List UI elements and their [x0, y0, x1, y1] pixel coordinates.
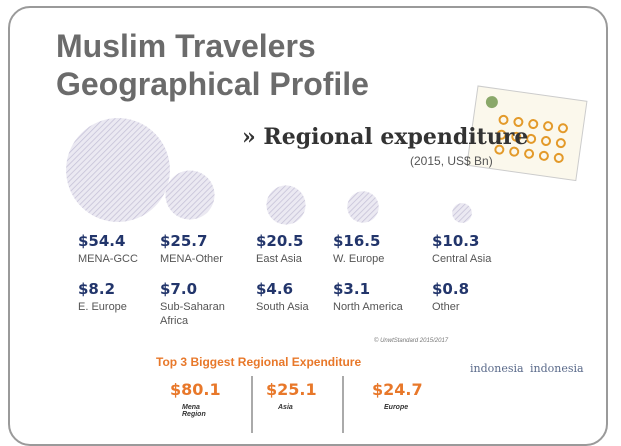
region-value: $8.2: [78, 280, 115, 298]
region-name: Other: [432, 300, 512, 314]
region-name: Central Asia: [432, 252, 512, 266]
region-name: W. Europe: [333, 252, 413, 266]
title-line: Muslim Travelers: [56, 28, 316, 65]
region-value: $0.8: [432, 280, 469, 298]
region-value: $3.1: [333, 280, 370, 298]
region-value: $10.3: [432, 232, 479, 250]
top3-value: $80.1: [170, 380, 221, 399]
region-value: $7.0: [160, 280, 197, 298]
bubble: [347, 191, 379, 223]
top3-name: Asia: [278, 404, 308, 411]
bubble: [66, 118, 170, 222]
bubble: [452, 203, 472, 223]
region-name: E. Europe: [78, 300, 158, 314]
region-name: Sub-Saharan Africa: [160, 300, 240, 328]
region-name: South Asia: [256, 300, 336, 314]
region-name: North America: [333, 300, 413, 314]
region-value: $20.5: [256, 232, 303, 250]
logo: indonesia: [530, 362, 584, 375]
top3-name: Europe: [384, 404, 414, 411]
region-value: $16.5: [333, 232, 380, 250]
source: © UnwtStandard 2015/2017: [374, 338, 448, 344]
bubble: [165, 170, 214, 219]
top3-name: Mena Region: [182, 404, 212, 418]
top3-value: $24.7: [372, 380, 423, 399]
region-value: $4.6: [256, 280, 293, 298]
title-line: Geographical Profile: [56, 66, 369, 103]
section-title: » Regional expenditure: [242, 124, 528, 150]
section-title-text: Regional expenditure: [263, 124, 528, 150]
region-name: East Asia: [256, 252, 336, 266]
logo: indonesia: [470, 362, 524, 375]
region-value: $54.4: [78, 232, 125, 250]
slide: Muslim Travelers Geographical Profile » …: [8, 6, 608, 446]
region-value: $25.7: [160, 232, 207, 250]
unit: (2015, US$ Bn): [410, 154, 493, 168]
region-name: MENA-Other: [160, 252, 240, 266]
top3-title: Top 3 Biggest Regional Expenditure: [156, 355, 361, 369]
top3-value: $25.1: [266, 380, 317, 399]
region-name: MENA-GCC: [78, 252, 158, 266]
bubble: [266, 185, 305, 224]
